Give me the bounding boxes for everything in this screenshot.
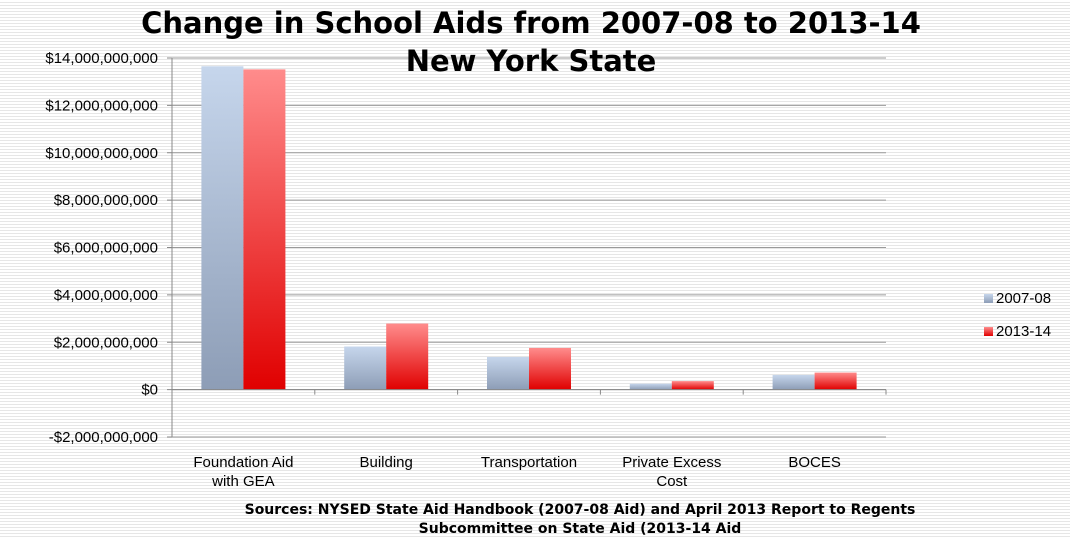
y-tick-label: $4,000,000,000 — [54, 287, 158, 304]
bar-2007-08-1 — [201, 66, 244, 390]
legend-label-2013-14: 2013-14 — [996, 323, 1051, 340]
chart-subtitle: New York State — [406, 44, 657, 78]
bar-2013-14-3 — [529, 347, 571, 390]
bar-2013-14-5 — [814, 372, 857, 390]
legend-swatch-2013-14 — [984, 327, 993, 336]
y-tick-label: $0 — [141, 382, 158, 399]
y-tick-label: $14,000,000,000 — [45, 50, 158, 67]
y-tick-label: $12,000,000,000 — [45, 97, 158, 114]
bars — [201, 66, 857, 390]
bar-2007-08-2 — [344, 346, 387, 390]
source-note-line2: Subcommittee on State Aid (2013-14 Aid — [419, 521, 742, 537]
bar-2007-08-4 — [629, 383, 672, 390]
y-tick-label: $10,000,000,000 — [45, 145, 158, 162]
category-label: Foundation Aid — [193, 454, 293, 471]
x-ticks — [171, 389, 887, 395]
category-label: Cost — [656, 473, 688, 490]
bar-2007-08-3 — [487, 356, 529, 390]
y-tick-label: $2,000,000,000 — [54, 334, 158, 351]
category-labels: Foundation Aid with GEA Building Transporta… — [193, 454, 840, 490]
category-label: Transportation — [481, 454, 577, 471]
legend: 2007-08 2013-14 — [984, 290, 1051, 340]
y-tick-labels: -$2,000,000,000 $0 $2,000,000,000 $4,000,00… — [45, 50, 158, 446]
y-tick-label: $6,000,000,000 — [54, 240, 158, 257]
bar-2013-14-1 — [243, 69, 286, 390]
category-label: with GEA — [211, 473, 275, 490]
legend-label-2007-08: 2007-08 — [996, 290, 1051, 307]
bar-2007-08-5 — [772, 374, 815, 390]
category-label: Building — [360, 454, 413, 471]
category-label: BOCES — [788, 454, 841, 471]
y-tick-label: $8,000,000,000 — [54, 192, 158, 209]
bar-2013-14-2 — [386, 323, 429, 390]
legend-swatch-2007-08 — [984, 294, 993, 303]
category-label: Private Excess — [622, 454, 721, 471]
y-tick-label: -$2,000,000,000 — [49, 429, 158, 446]
bar-2013-14-4 — [671, 381, 714, 390]
chart-title: Change in School Aids from 2007-08 to 20… — [141, 6, 921, 40]
source-note-line1: Sources: NYSED State Aid Handbook (2007-… — [245, 502, 916, 518]
